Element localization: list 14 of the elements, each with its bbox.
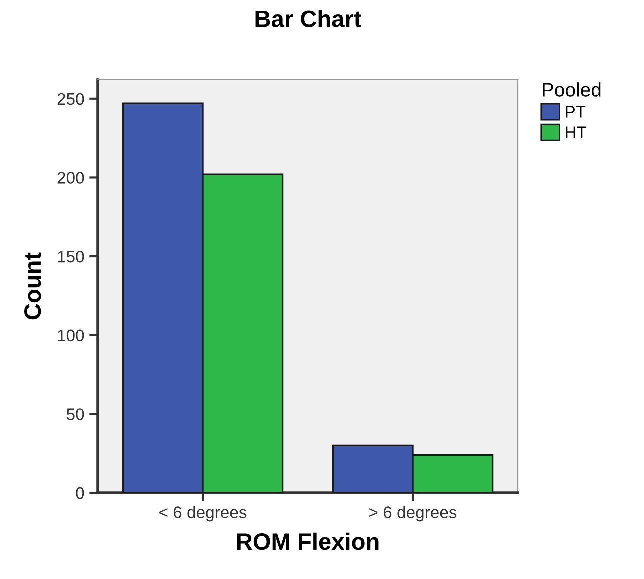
chart-title: Bar Chart xyxy=(256,10,362,28)
y-tick-label: 150 xyxy=(58,250,84,263)
x-tick-label: < 6 degrees xyxy=(160,506,247,522)
legend-label: PT xyxy=(566,106,586,118)
y-tick-label: 250 xyxy=(58,93,84,106)
y-tick-label: 200 xyxy=(58,172,84,184)
legend-label: HT xyxy=(566,126,587,138)
x-tick-label: > 6 degrees xyxy=(370,506,457,522)
legend-title: Pooled xyxy=(542,82,601,97)
y-tick-label: 100 xyxy=(58,330,84,342)
y-tick-label: 50 xyxy=(66,408,84,420)
x-axis-title: ROM Flexion xyxy=(237,532,379,550)
y-axis-title: Count xyxy=(24,252,42,320)
y-tick-label: 0 xyxy=(76,487,84,500)
